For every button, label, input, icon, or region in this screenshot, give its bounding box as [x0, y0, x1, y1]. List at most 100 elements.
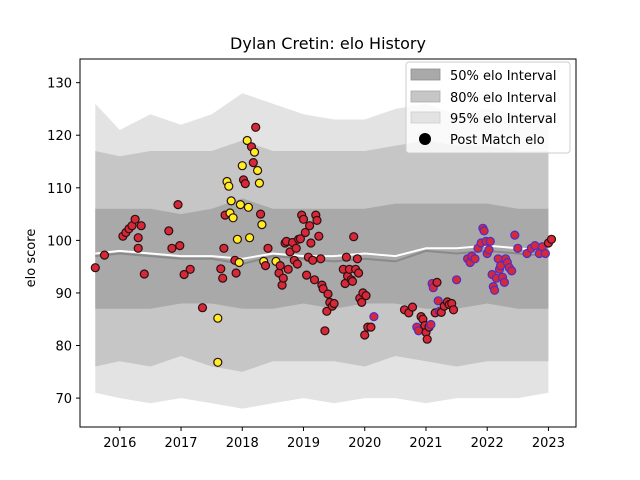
post-match-point [302, 270, 312, 280]
y-axis-ticks: 70 80 90 100 110 120 130 [47, 77, 80, 407]
post-match-point [323, 289, 333, 299]
post-match-point [243, 202, 253, 212]
post-match-point [216, 264, 226, 274]
legend-label-post-match: Post Match elo [450, 133, 545, 148]
post-match-point [369, 312, 379, 322]
post-match-point [357, 297, 367, 307]
post-match-point [263, 243, 273, 253]
post-match-point [407, 302, 418, 312]
post-match-point [448, 305, 459, 315]
x-tick-label: 2019 [287, 436, 320, 451]
post-match-point [240, 179, 250, 189]
post-match-point [99, 250, 110, 260]
post-match-point [360, 330, 370, 340]
legend: 50% elo Interval 80% elo Interval 95% el… [405, 61, 571, 154]
post-match-point [213, 313, 223, 323]
post-match-point [485, 236, 495, 246]
post-match-point [320, 326, 330, 336]
legend-swatch-80 [410, 90, 441, 103]
y-tick-label: 120 [47, 129, 72, 144]
legend-swatch-95 [410, 111, 441, 124]
post-match-point [507, 266, 517, 276]
post-match-point [300, 227, 310, 238]
post-match-point [218, 273, 228, 283]
post-match-point [257, 220, 267, 230]
x-tick-label: 2022 [471, 436, 504, 451]
post-match-point [499, 277, 509, 287]
post-match-point [283, 264, 293, 274]
post-match-point [316, 254, 326, 264]
post-match-point [510, 230, 520, 240]
post-match-point [173, 200, 183, 210]
legend-marker-post-match [419, 133, 431, 145]
legend-label-95: 95% elo Interval [450, 112, 557, 127]
post-match-point [329, 298, 339, 309]
post-match-point [167, 243, 177, 253]
axes-frame [79, 58, 577, 428]
post-match-point [295, 234, 305, 244]
post-match-point [219, 243, 229, 253]
post-match-point [245, 233, 255, 243]
post-match-point [306, 238, 316, 248]
legend-box [405, 61, 571, 154]
post-match-point [312, 215, 322, 225]
x-axis-ticks: 2016 2017 2018 2019 2020 2021 2022 2023 [103, 427, 565, 451]
post-match-point [361, 291, 371, 301]
y-tick-label: 130 [47, 77, 72, 92]
post-match-point [278, 273, 288, 283]
post-match-point [513, 243, 523, 253]
post-match-point [175, 241, 185, 251]
post-match-point [341, 252, 351, 262]
post-match-point [136, 221, 146, 231]
post-match-point [484, 245, 494, 255]
post-match-point [249, 147, 260, 157]
x-tick-label: 2017 [164, 436, 197, 451]
y-tick-label: 90 [55, 287, 72, 302]
post-match-point [479, 226, 489, 236]
post-match-point [133, 243, 143, 253]
chart-title: Dylan Cretin: elo History [230, 34, 426, 53]
plot-area [79, 58, 577, 428]
post-match-point [232, 234, 242, 244]
post-match-point [490, 285, 500, 295]
post-match-point [130, 214, 140, 224]
post-match-point [254, 178, 264, 188]
post-match-point [426, 319, 436, 330]
post-match-point [433, 296, 443, 306]
post-match-point [237, 161, 247, 171]
post-match-point [352, 254, 362, 264]
post-match-point [133, 233, 143, 243]
x-tick-label: 2023 [532, 436, 565, 451]
y-tick-label: 100 [47, 234, 72, 249]
post-match-point [314, 231, 324, 241]
post-match-point [226, 196, 236, 206]
post-match-point [235, 200, 245, 210]
post-match-point [90, 263, 100, 273]
x-tick-label: 2021 [409, 436, 442, 451]
y-axis-label: elo score [24, 229, 39, 288]
post-match-point [275, 261, 285, 271]
post-match-point [546, 234, 557, 244]
x-tick-label: 2020 [348, 436, 381, 451]
post-match-point [452, 275, 462, 285]
legend-swatch-50 [410, 68, 441, 81]
post-match-point [470, 254, 480, 264]
post-match-point [366, 322, 376, 332]
post-match-point [234, 257, 244, 268]
y-tick-label: 110 [47, 182, 72, 197]
post-match-point [251, 122, 261, 132]
post-match-point [185, 264, 195, 274]
post-match-point [197, 303, 208, 313]
post-match-point [242, 135, 252, 146]
post-match-point [231, 268, 241, 278]
post-match-point [422, 334, 432, 344]
post-match-point [347, 276, 358, 286]
post-match-point [322, 306, 332, 316]
legend-label-50: 50% elo Interval [450, 69, 557, 84]
post-match-point [298, 214, 309, 224]
post-match-point [248, 158, 258, 168]
post-match-point [305, 221, 315, 231]
post-match-point [260, 261, 271, 271]
post-match-point [308, 255, 318, 265]
